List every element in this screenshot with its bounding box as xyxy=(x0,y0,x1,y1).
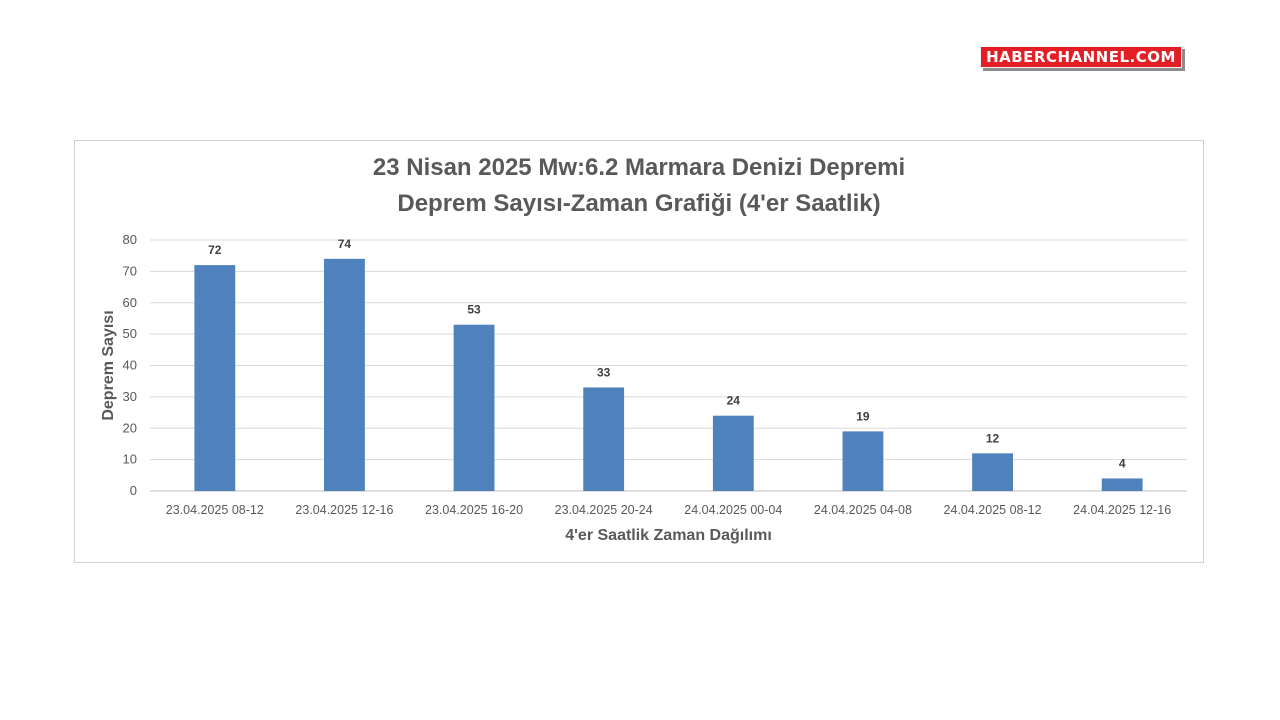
y-tick-label: 50 xyxy=(123,326,137,341)
labels: 0 10 20 30 40 50 60 70 80 72 23.04.2025 08-12 74 23.… xyxy=(100,232,1171,544)
x-tick-label: 23.04.2025 16-20 xyxy=(425,503,523,517)
site-logo: HABERCHANNEL.COM xyxy=(980,46,1182,68)
bar xyxy=(712,415,754,491)
x-axis-label: 4'er Saatlik Zaman Dağılımı xyxy=(565,527,772,544)
data-label: 4 xyxy=(1119,456,1126,470)
data-label: 33 xyxy=(597,365,611,379)
x-tick-label: 23.04.2025 12-16 xyxy=(295,503,393,517)
y-axis-label: Deprem Sayısı xyxy=(100,310,117,420)
y-tick-label: 70 xyxy=(123,263,137,278)
bar xyxy=(1101,478,1143,491)
y-tick-label: 30 xyxy=(123,389,137,404)
data-label: 72 xyxy=(208,243,222,257)
x-tick-label: 24.04.2025 00-04 xyxy=(684,503,782,517)
data-label: 53 xyxy=(467,303,481,317)
x-tick-label: 24.04.2025 08-12 xyxy=(944,503,1042,517)
data-label: 74 xyxy=(338,237,352,251)
y-tick-label: 80 xyxy=(123,232,137,247)
chart-container: 23 Nisan 2025 Mw:6.2 Marmara Denizi Depr… xyxy=(74,140,1204,563)
x-tick-label: 23.04.2025 20-24 xyxy=(555,503,653,517)
y-tick-label: 20 xyxy=(123,420,137,435)
y-tick-label: 0 xyxy=(130,483,137,498)
x-tick-label: 24.04.2025 04-08 xyxy=(814,503,912,517)
bar xyxy=(453,324,495,491)
bar xyxy=(972,453,1013,491)
bar xyxy=(583,387,625,491)
chart-title-line2: Deprem Sayısı-Zaman Grafiği (4'er Saatli… xyxy=(397,190,881,217)
x-tick-label: 24.04.2025 12-16 xyxy=(1073,503,1171,517)
bar xyxy=(324,258,365,491)
bar xyxy=(194,265,236,491)
bar xyxy=(842,431,884,491)
y-tick-label: 40 xyxy=(123,358,137,373)
bar-chart: 0 10 20 30 40 50 60 70 80 72 23.04.2025 08-12 74 23.… xyxy=(100,232,1187,544)
y-tick-label: 10 xyxy=(123,452,137,467)
chart-title-line1: 23 Nisan 2025 Mw:6.2 Marmara Denizi Depr… xyxy=(372,154,906,181)
bars xyxy=(194,258,1143,491)
y-tick-label: 60 xyxy=(123,295,137,310)
data-label: 12 xyxy=(986,431,1000,445)
data-label: 19 xyxy=(856,409,870,423)
data-label: 24 xyxy=(727,394,741,408)
x-tick-label: 23.04.2025 08-12 xyxy=(166,503,264,517)
gridlines xyxy=(150,239,1187,492)
